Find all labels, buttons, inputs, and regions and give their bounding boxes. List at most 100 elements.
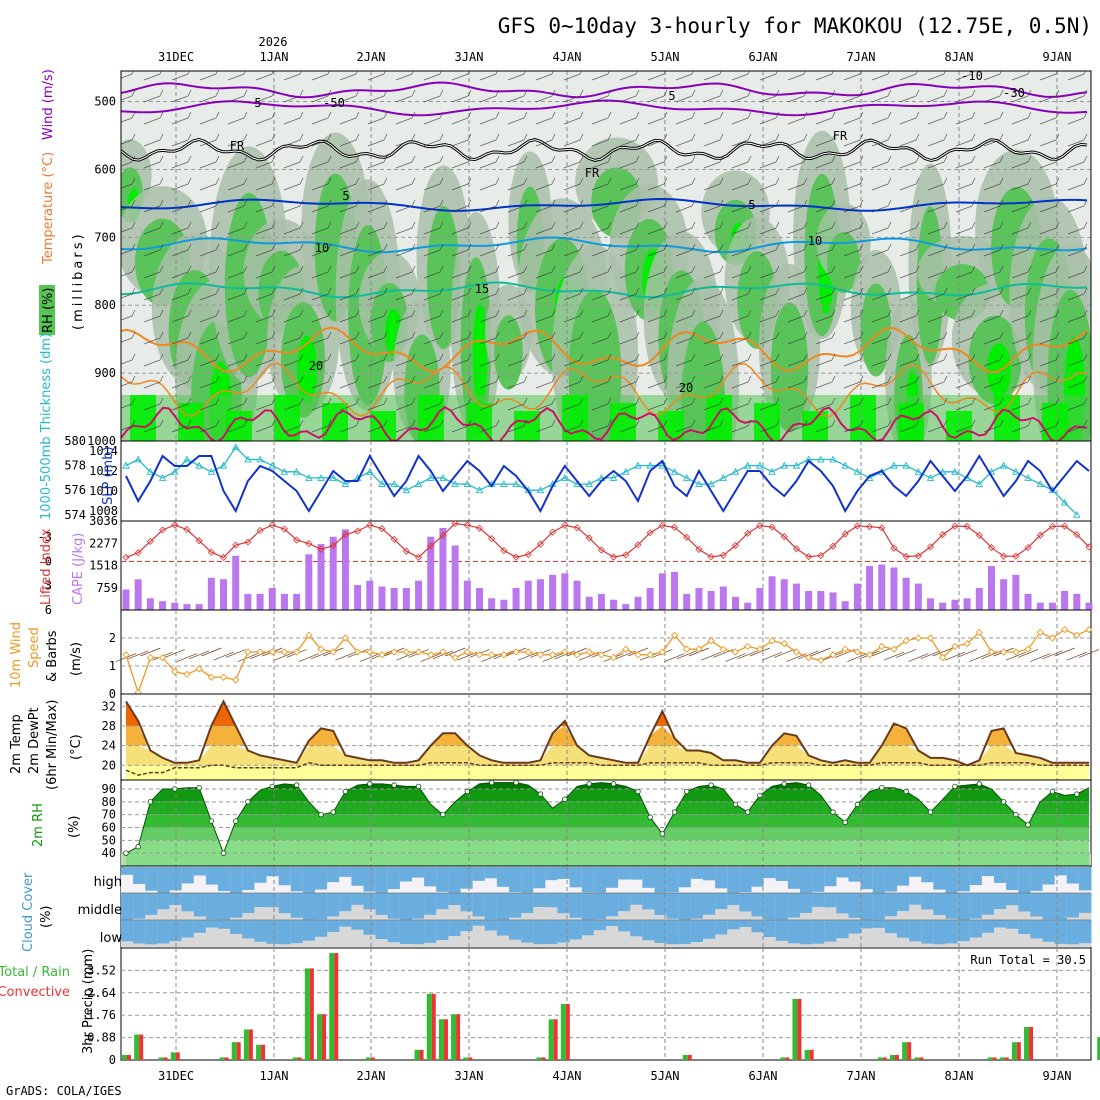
- cloud-mid-bar: [509, 893, 522, 918]
- thickness-point: [475, 486, 484, 494]
- wind10m-point: [475, 651, 484, 659]
- cloud-low-bar: [424, 920, 437, 943]
- cloud-low-bar: [593, 920, 607, 931]
- precip-total-bar: [889, 1054, 895, 1060]
- cape-bar: [975, 588, 983, 610]
- rh2m-point: [513, 779, 519, 786]
- cape-bar: [939, 602, 947, 610]
- precip-conv-bar: [334, 953, 339, 1060]
- cloud-mid-bar: [1030, 893, 1043, 917]
- thickness-point: [195, 461, 203, 469]
- cape-bar: [512, 588, 520, 610]
- lifted-index-point: [500, 547, 508, 555]
- cloud-low-bar: [836, 920, 849, 939]
- wind10m-point: [975, 628, 983, 637]
- cape-bar: [597, 593, 605, 610]
- date-top-4JAN: 4JAN: [553, 50, 582, 64]
- precip-conv-bar: [431, 993, 436, 1060]
- wind10m-barb: [761, 651, 783, 661]
- wind10m-point: [914, 634, 922, 642]
- cape-bar: [792, 583, 800, 610]
- cloud-mid-bar: [121, 893, 134, 920]
- cape-tick-759: 759: [96, 581, 118, 595]
- cloud-high-bar: [496, 867, 510, 887]
- wind10m-point: [402, 648, 411, 656]
- thickness-point: [1036, 480, 1044, 488]
- wind10m-point: [524, 648, 532, 656]
- cloud-mid-bar: [800, 893, 813, 913]
- cape-bar: [634, 596, 642, 610]
- cloud-mid-bar: [909, 893, 922, 905]
- cape-bar: [573, 580, 581, 610]
- wind10m-panel: 2 1 0 10m Wind Speed & Barbs (m/s): [9, 609, 1100, 701]
- precip-conv-bar: [370, 1057, 375, 1060]
- cloud-mid-bar: [969, 893, 983, 919]
- lifted-index-point: [744, 529, 752, 537]
- thickness-tick-576: 576: [64, 483, 86, 497]
- rh2m-point: [830, 809, 836, 815]
- cloud-mid-bar: [630, 893, 643, 905]
- lifted-index-point: [183, 525, 191, 534]
- rh2m-point: [854, 801, 861, 808]
- rh-tick-70: 70: [102, 808, 116, 822]
- lifted-index-point: [866, 523, 874, 531]
- lifted-index-point: [536, 540, 545, 548]
- cloud-mid-bar: [1006, 893, 1019, 906]
- contour-label-9: 15: [475, 282, 489, 296]
- wind10m-point: [329, 648, 337, 656]
- cloud-low-bar: [436, 920, 449, 941]
- cloud-low-bar: [994, 920, 1007, 928]
- cloud-high-bar: [448, 867, 461, 893]
- cloud-high-bar: [775, 867, 789, 881]
- wind10m-point: [158, 653, 167, 662]
- cloud-high-bar: [412, 867, 425, 878]
- precip-conv-bar: [919, 1057, 924, 1060]
- pressure-tick-500: 500: [94, 95, 116, 109]
- contour-label-5: 5: [342, 189, 349, 203]
- wind10m-label-2: Speed: [27, 627, 42, 668]
- thickness-point: [158, 473, 167, 481]
- rh2m-point: [976, 781, 982, 787]
- cloud-low-bar: [448, 920, 461, 936]
- thickness-point: [244, 455, 252, 463]
- cape-bar: [1085, 602, 1093, 610]
- rh2m-point: [927, 809, 934, 815]
- cloud-high-bar: [254, 867, 267, 883]
- precip-total-bar: [1024, 1026, 1030, 1060]
- thickness-point: [305, 473, 313, 481]
- cloud-low-bar: [569, 920, 583, 940]
- wind10m-barb: [956, 649, 978, 658]
- thickness-point: [134, 455, 142, 463]
- cloud-high-bar: [860, 867, 874, 890]
- cape-bar: [853, 583, 861, 610]
- lifted-index-point: [646, 529, 654, 537]
- cloud-low-bar: [739, 920, 752, 927]
- wind10m-point: [597, 651, 606, 659]
- precip-total-bar: [877, 1057, 883, 1060]
- lifted-index-point: [451, 519, 459, 528]
- cape-bar: [914, 583, 922, 610]
- wind10m-point: [756, 645, 764, 653]
- cloud-low-bar: [848, 920, 862, 934]
- cloud-low-bar: [872, 920, 886, 928]
- lifted-index-point: [780, 533, 788, 541]
- wind10m-point: [427, 651, 435, 659]
- rh2m-point: [488, 779, 495, 786]
- wind10m-point: [500, 651, 508, 659]
- cloud-high-bar: [302, 867, 316, 893]
- rh2m-point: [842, 819, 848, 826]
- rh2m-point: [196, 785, 202, 791]
- thickness-point: [975, 480, 984, 488]
- lifted-index-point: [512, 553, 520, 561]
- cloud-mid-bar: [302, 893, 316, 920]
- lifted-index-axis-label: Lifted Index: [39, 528, 54, 605]
- cloud-mid-bar: [727, 893, 740, 906]
- cloud-high-bar: [642, 867, 655, 888]
- lifted-index-point: [354, 527, 362, 535]
- lifted-index-point: [159, 526, 167, 534]
- cape-bar: [731, 596, 739, 610]
- cloud-mid-bar: [581, 893, 595, 920]
- cloud-mid-bar: [678, 893, 692, 920]
- credit-label: GrADS: COLA/IGES: [6, 1084, 122, 1098]
- precip-label-convective: Convective: [0, 985, 70, 1000]
